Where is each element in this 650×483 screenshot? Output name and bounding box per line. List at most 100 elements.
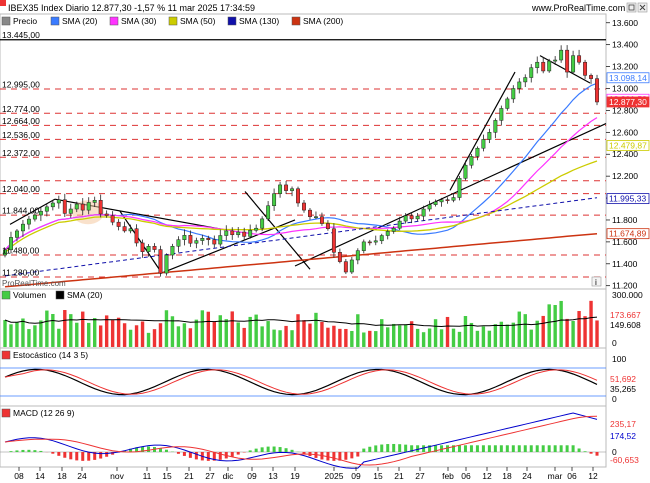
macd-histogram-bar [380, 444, 384, 452]
volume-bar [122, 323, 127, 347]
macd-histogram-bar [517, 445, 521, 452]
macd-histogram-bar [410, 445, 414, 452]
window-menu-icon[interactable] [0, 0, 6, 6]
candle [511, 88, 516, 100]
legend-label: SMA (20) [62, 16, 98, 26]
macd-histogram-bar [356, 452, 360, 457]
level-label: 12.664,00 [2, 116, 40, 126]
macd-histogram-bar [446, 445, 450, 452]
volume-bar [511, 322, 515, 347]
macd-histogram-bar [194, 452, 198, 460]
volume-bar [224, 319, 228, 347]
macd-legend: MACD (12 26 9) [1, 408, 75, 418]
macd-histogram-bar [565, 445, 569, 452]
candle [260, 218, 265, 229]
candle [319, 216, 324, 224]
watermark: ProRealTime.com [2, 279, 66, 288]
volume-bar [547, 304, 551, 347]
candle [98, 200, 103, 215]
legend-label: SMA (50) [180, 16, 216, 26]
candle [499, 108, 504, 121]
volume-bar [320, 321, 324, 347]
candle [176, 239, 181, 247]
candle [475, 147, 480, 157]
macd-histogram-bar [386, 444, 390, 452]
candle [517, 81, 522, 89]
macd-histogram-bar [302, 452, 306, 454]
volume-bar [146, 332, 151, 347]
x-axis-label: 06 [567, 471, 577, 481]
macd-histogram-bar [541, 445, 545, 452]
macd-histogram-bar [218, 452, 222, 460]
legend-label: SMA (200) [303, 16, 343, 26]
volume-bar [164, 310, 169, 347]
volume-bar [266, 321, 270, 347]
volume-bar [415, 328, 420, 347]
macd-histogram-bar [147, 446, 151, 452]
candle [553, 59, 558, 62]
candle [343, 261, 348, 273]
price-tick: 13.600 [612, 18, 638, 28]
macd-histogram-bar [9, 451, 13, 452]
candle [236, 231, 241, 236]
macd-tick: 0 [612, 447, 617, 457]
candle [433, 201, 438, 205]
volume-bar [57, 328, 61, 347]
candle [290, 188, 294, 191]
volume-bar [439, 329, 444, 347]
volume-bar [350, 330, 354, 347]
x-axis-label: 08 [14, 471, 24, 481]
level-label: 11.280,00 [2, 267, 39, 277]
volume-bar [230, 311, 234, 347]
volume-bar [200, 310, 205, 347]
volume-bar [21, 318, 25, 347]
legend-label: Estocástico (14 3 5) [13, 350, 88, 360]
volume-bar [445, 316, 450, 347]
legend-swatch [227, 16, 237, 26]
volume-bar [499, 321, 504, 347]
volume-bar [218, 315, 222, 347]
volume-bars [3, 300, 599, 347]
volume-bar [296, 314, 300, 347]
volume-tick: 0 [612, 338, 617, 348]
macd-histogram-bar [284, 448, 288, 452]
macd-histogram-bar [99, 452, 103, 459]
info-icon[interactable]: i [591, 276, 602, 287]
candle [505, 98, 510, 109]
candle [415, 215, 420, 220]
window-restore-icon[interactable] [626, 2, 637, 13]
candle [571, 55, 576, 73]
candle [74, 203, 79, 210]
x-axis-label: 24 [77, 471, 87, 481]
volume-bar [332, 325, 336, 347]
price-tick: 12.200 [612, 171, 638, 181]
macd-histogram-bar [75, 452, 79, 461]
macd-histogram-bar [469, 445, 473, 452]
volume-bar [529, 329, 533, 347]
volume-bar [583, 316, 587, 347]
macd-histogram-bar [398, 444, 402, 452]
volume-bar [397, 325, 402, 347]
candle [3, 249, 7, 256]
volume-bar [45, 310, 49, 347]
level-label: 11.480,00 [2, 246, 39, 256]
stochastic-legend: Estocástico (14 3 5) [1, 350, 88, 360]
volume-bar [98, 325, 103, 347]
volume-bar [81, 311, 85, 347]
candle [128, 228, 133, 232]
x-axis-label: 11 [143, 471, 152, 481]
x-axis-label: 14 [35, 471, 45, 481]
sma30-line [4, 117, 598, 251]
candle [337, 252, 342, 262]
macd-histogram-bar [15, 450, 19, 452]
candle [164, 254, 169, 274]
candle [493, 120, 498, 133]
candle [541, 61, 546, 72]
sma200-line [4, 232, 598, 288]
volume-bar [39, 320, 43, 347]
window-close-icon[interactable] [637, 2, 648, 13]
macd-lines [0, 412, 606, 469]
volume-legend: Volumen SMA (20) [1, 290, 103, 300]
volume-bar [559, 300, 563, 347]
